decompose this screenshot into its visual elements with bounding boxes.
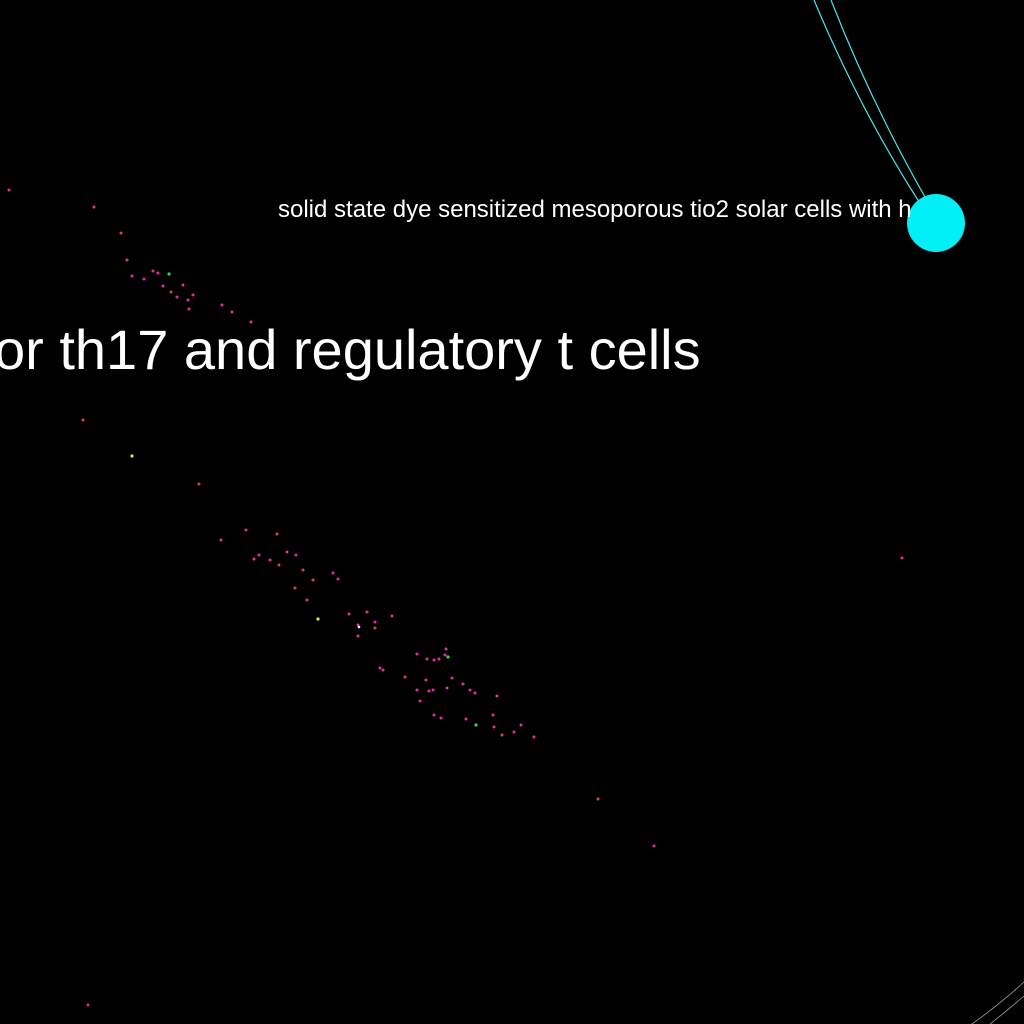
graph-node[interactable]	[7, 188, 11, 192]
graph-node[interactable]	[900, 556, 904, 560]
graph-node[interactable]	[491, 713, 495, 717]
graph-node[interactable]	[468, 688, 472, 692]
graph-node[interactable]	[415, 652, 419, 656]
graph-node-yellow[interactable]	[316, 617, 320, 621]
graph-node[interactable]	[186, 298, 190, 302]
graph-node[interactable]	[403, 675, 407, 679]
graph-node[interactable]	[432, 658, 436, 662]
graph-node[interactable]	[373, 626, 377, 630]
graph-node[interactable]	[365, 610, 369, 614]
graph-node[interactable]	[356, 634, 360, 638]
graph-node[interactable]	[142, 277, 146, 281]
graph-node[interactable]	[596, 797, 600, 801]
graph-node[interactable]	[230, 310, 234, 314]
graph-node[interactable]	[464, 717, 468, 721]
graph-node[interactable]	[381, 668, 385, 672]
graph-edge	[813, 0, 922, 206]
graph-node[interactable]	[169, 290, 173, 294]
graph-node-green[interactable]	[446, 655, 450, 659]
graph-node[interactable]	[418, 699, 422, 703]
graph-node[interactable]	[445, 686, 449, 690]
graph-node[interactable]	[191, 293, 195, 297]
highlight-node[interactable]	[907, 194, 965, 252]
graph-node[interactable]	[431, 688, 435, 692]
graph-node[interactable]	[257, 553, 261, 557]
graph-node[interactable]	[175, 295, 179, 299]
graph-node[interactable]	[652, 844, 656, 848]
graph-node[interactable]	[473, 691, 477, 695]
graph-node[interactable]	[427, 689, 431, 693]
graph-node[interactable]	[187, 307, 191, 311]
graph-node-yellow[interactable]	[130, 454, 134, 458]
graph-node[interactable]	[305, 598, 309, 602]
graph-node[interactable]	[249, 320, 253, 324]
paper-label-th17-cells: or th17 and regulatory t cells	[0, 318, 701, 381]
graph-node[interactable]	[301, 568, 305, 572]
graph-node[interactable]	[443, 653, 447, 657]
graph-node[interactable]	[130, 274, 134, 278]
node-layer	[7, 188, 904, 1007]
graph-node[interactable]	[450, 676, 454, 680]
graph-node[interactable]	[277, 563, 281, 567]
graph-node[interactable]	[156, 271, 160, 275]
graph-node[interactable]	[220, 303, 224, 307]
graph-node[interactable]	[500, 733, 504, 737]
graph-node[interactable]	[331, 571, 335, 575]
graph-node[interactable]	[378, 666, 382, 670]
graph-node[interactable]	[415, 688, 419, 692]
edge-layer	[813, 0, 1024, 1024]
graph-node[interactable]	[336, 577, 340, 581]
graph-node[interactable]	[347, 612, 351, 616]
paper-label-solar-cells: solid state dye sensitized mesoporous ti…	[278, 196, 912, 223]
graph-node[interactable]	[125, 258, 129, 262]
graph-node[interactable]	[197, 482, 201, 486]
graph-node[interactable]	[390, 614, 394, 618]
graph-node[interactable]	[532, 735, 536, 739]
graph-node[interactable]	[244, 528, 248, 532]
graph-node-white[interactable]	[357, 625, 361, 629]
graph-node[interactable]	[81, 418, 85, 422]
graph-node[interactable]	[86, 1003, 90, 1007]
graph-node[interactable]	[252, 557, 256, 561]
graph-node[interactable]	[373, 620, 377, 624]
graph-node[interactable]	[425, 657, 429, 661]
graph-node[interactable]	[461, 682, 465, 686]
graph-node[interactable]	[119, 231, 123, 235]
graph-node[interactable]	[268, 558, 272, 562]
graph-node-green[interactable]	[474, 723, 478, 727]
graph-node[interactable]	[275, 532, 279, 536]
graph-node[interactable]	[492, 725, 496, 729]
graph-node[interactable]	[151, 269, 155, 273]
graph-edge	[971, 981, 1024, 1024]
graph-node[interactable]	[311, 578, 315, 582]
graph-node[interactable]	[161, 284, 165, 288]
graph-edge	[989, 995, 1024, 1024]
graph-node[interactable]	[495, 694, 499, 698]
graph-node[interactable]	[293, 586, 297, 590]
graph-node[interactable]	[519, 723, 523, 727]
graph-node[interactable]	[294, 553, 298, 557]
graph-node[interactable]	[424, 678, 428, 682]
graph-edge	[830, 0, 930, 205]
graph-node[interactable]	[432, 713, 436, 717]
graph-node[interactable]	[285, 550, 289, 554]
graph-node[interactable]	[439, 716, 443, 720]
graph-node[interactable]	[92, 205, 96, 209]
graph-node[interactable]	[512, 730, 516, 734]
graph-node[interactable]	[181, 283, 185, 287]
graph-node[interactable]	[437, 657, 441, 661]
graph-node-green[interactable]	[167, 272, 171, 276]
graph-node[interactable]	[444, 647, 448, 651]
graph-node[interactable]	[219, 538, 223, 542]
